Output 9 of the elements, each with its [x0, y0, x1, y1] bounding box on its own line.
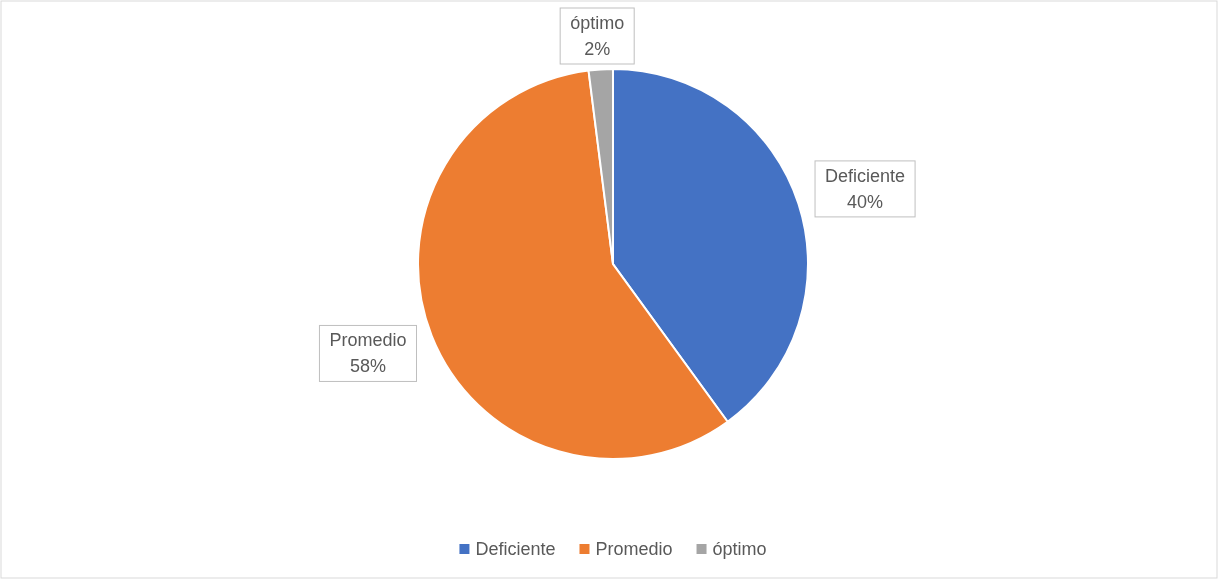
data-label: 40%	[847, 191, 884, 212]
slice-label: Promedio	[329, 330, 407, 351]
data-label: 2%	[584, 39, 611, 59]
legend-label: óptimo	[712, 539, 767, 559]
data-label: 58%	[349, 356, 386, 377]
slice-label: óptimo	[570, 13, 625, 33]
legend-label: Promedio	[595, 539, 673, 559]
legend-label: Deficiente	[475, 539, 556, 559]
slice-label: Deficiente	[825, 165, 906, 186]
